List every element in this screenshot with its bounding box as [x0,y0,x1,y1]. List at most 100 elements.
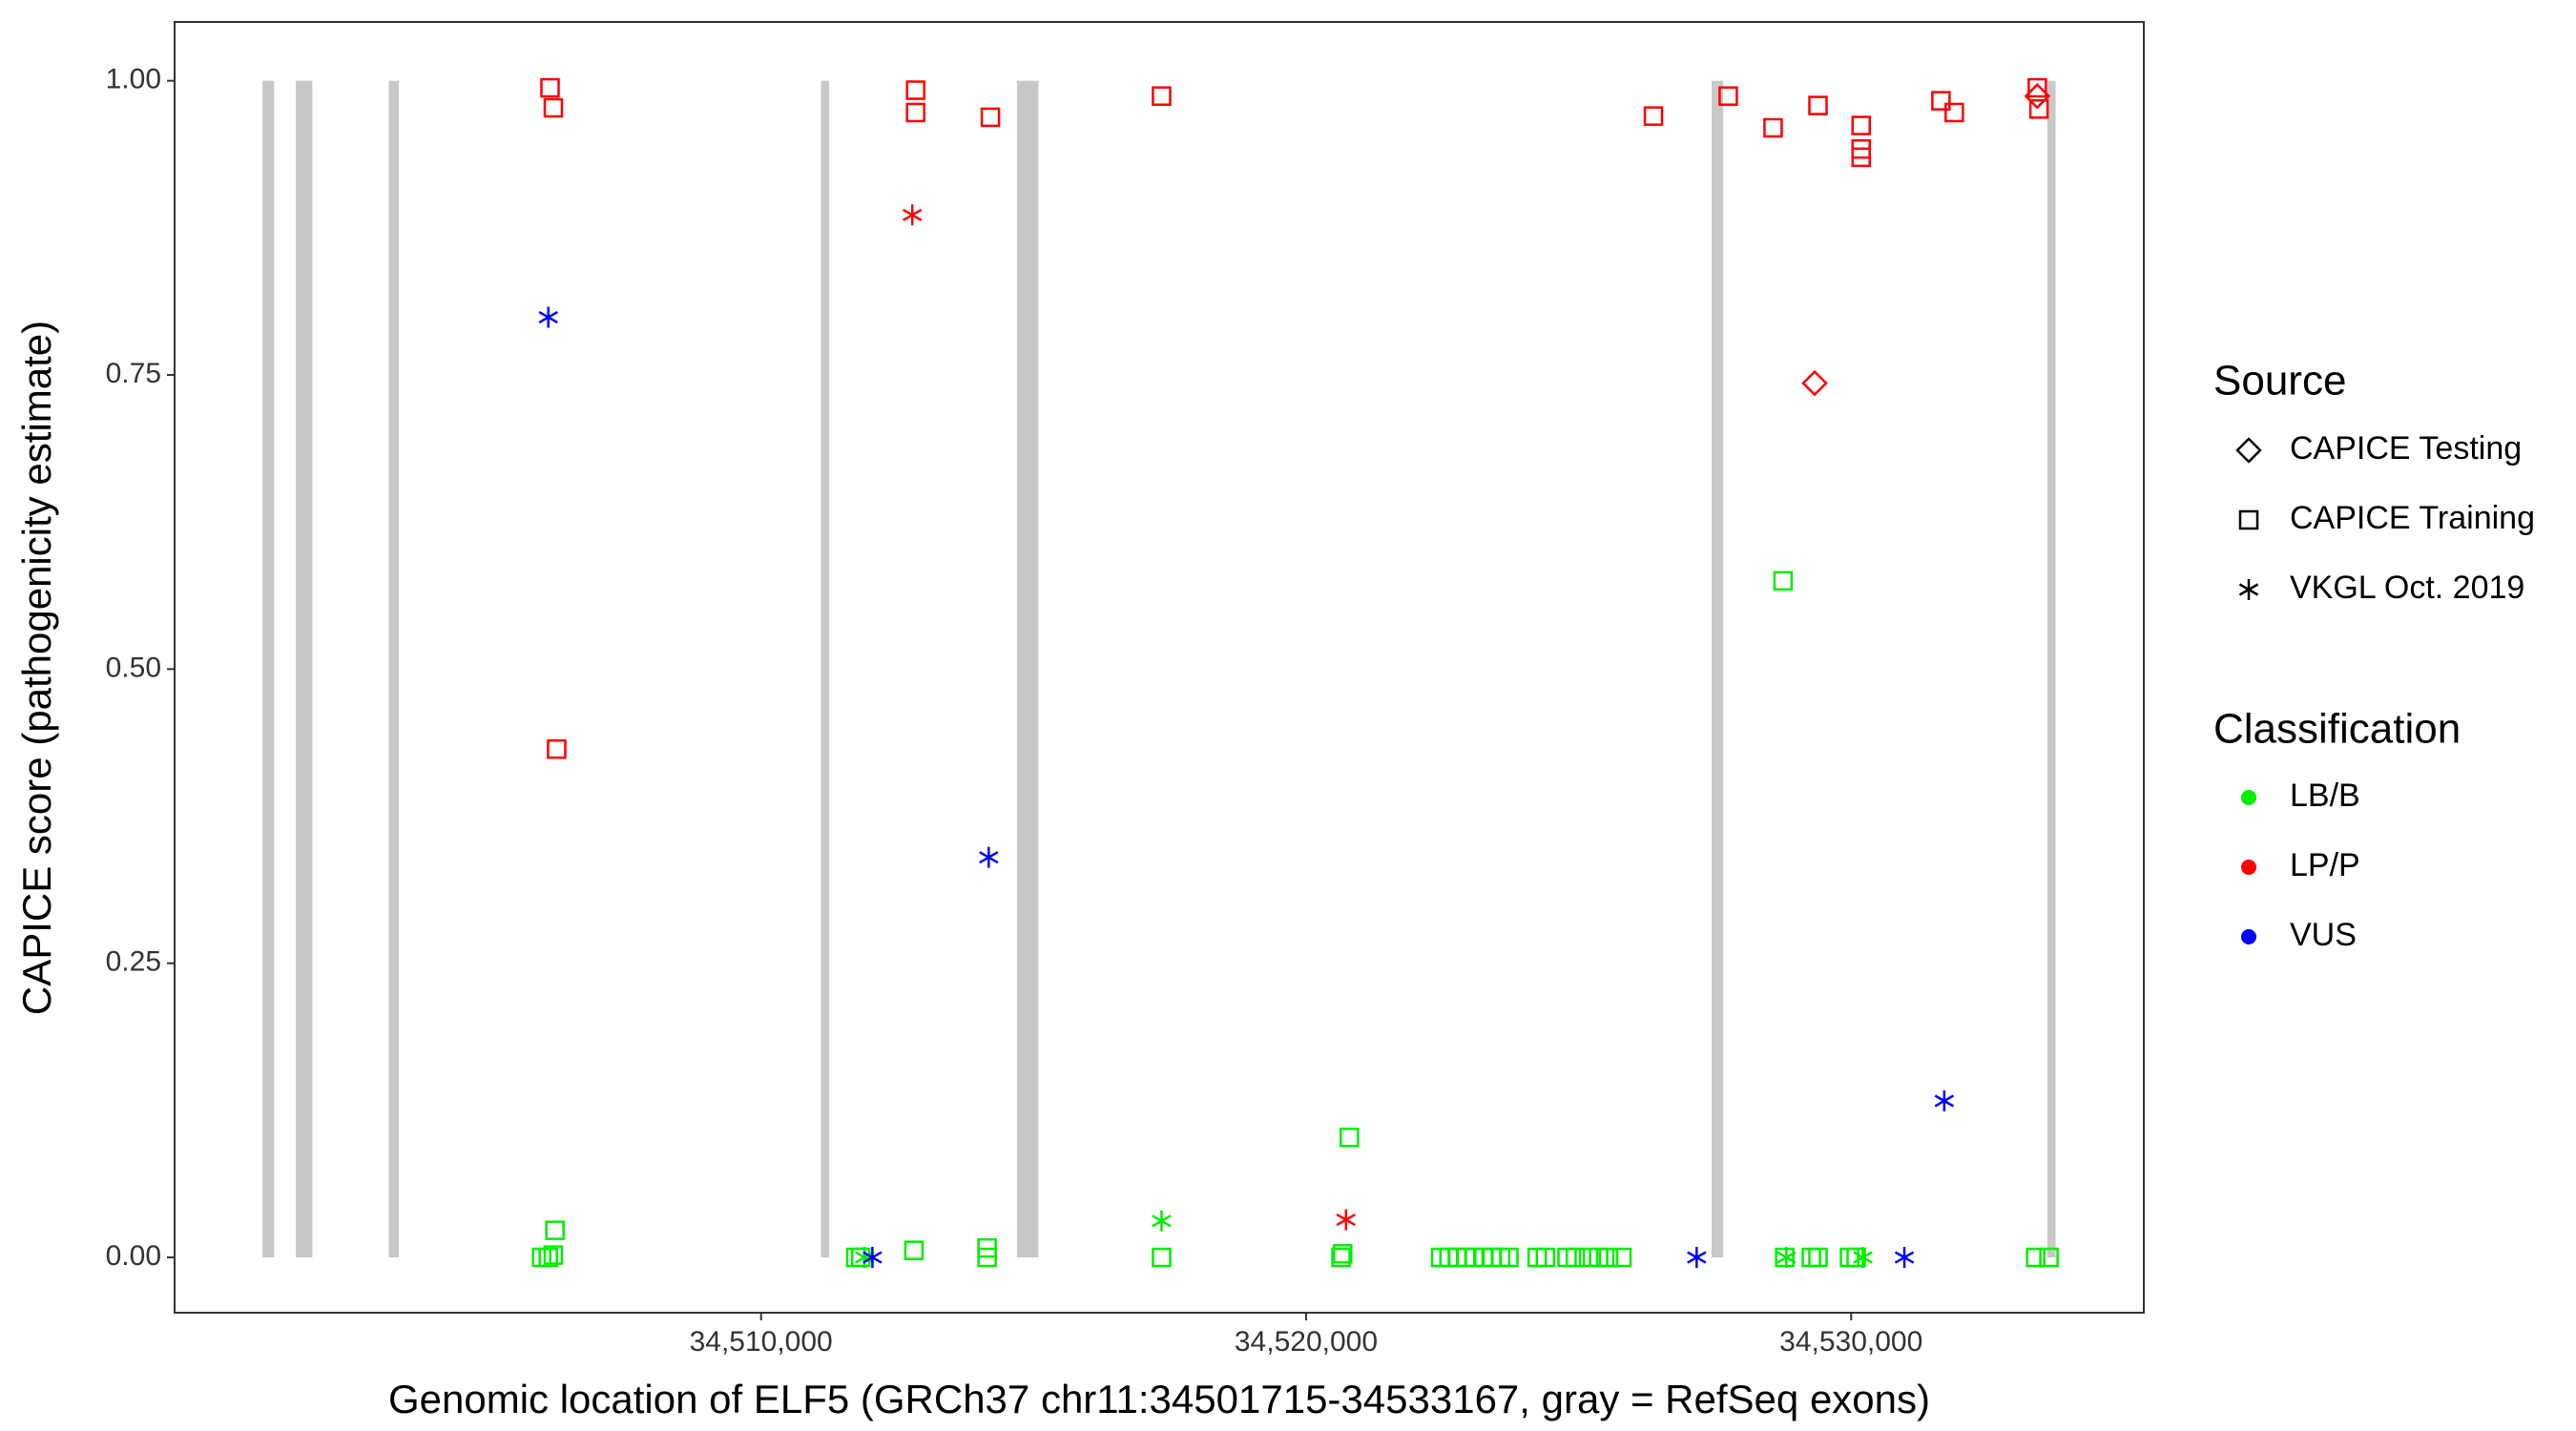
point [1808,1247,1828,1268]
asterisk-stroke [1152,1214,1172,1228]
point [1589,1247,1609,1268]
point [1776,1247,1797,1269]
point [905,80,925,100]
point [1565,1247,1586,1268]
legend-label: CAPICE Testing [2290,430,2522,467]
exon [2046,80,2056,1258]
point [1773,570,1794,591]
point [1853,1247,1873,1269]
point [2027,77,2047,98]
asterisk-stroke [1776,1251,1797,1264]
legend-label: LP/P [2290,847,2360,883]
point [1934,1089,1955,1111]
exon [295,80,313,1258]
legend-title: Source [2213,358,2346,404]
legend-key [2235,437,2262,464]
asterisk-stroke [903,208,923,221]
exon [1016,80,1039,1258]
point [543,97,564,118]
legend-title: Classification [2213,706,2461,753]
point [1611,1247,1632,1268]
point [538,306,558,328]
asterisk-stroke [538,310,558,324]
point [1944,102,1964,123]
plot-border [174,21,2145,1314]
point [845,1247,866,1268]
asterisk-stroke [1853,1251,1873,1264]
y-tick-label: 0.75 [106,358,161,389]
asterisk-stroke [1336,1213,1356,1227]
legend-label: VKGL Oct. 2019 [2290,570,2524,606]
legend-key [2241,860,2256,875]
point [2028,99,2049,119]
exon [1711,80,1724,1258]
asterisk-stroke [855,1251,875,1264]
point [1598,1247,1619,1268]
point [1340,1127,1360,1148]
y-tick-label: 0.50 [106,652,161,683]
point [1333,1244,1353,1264]
point [1839,1247,1859,1268]
point [1894,1247,1915,1269]
point [1578,1247,1599,1268]
legend-key [2238,509,2259,530]
exon [388,80,399,1258]
point [1931,91,1951,111]
point [1152,1210,1172,1232]
y-axis-title: CAPICE score (pathogenicity estimate) [14,321,59,1015]
point [1687,1247,1707,1269]
point [903,204,923,226]
asterisk-stroke [1894,1251,1915,1264]
point [543,1245,564,1265]
y-tick-label: 0.25 [106,946,161,978]
legend-label: VUS [2290,917,2357,953]
point [850,1247,871,1268]
legend-label: CAPICE Training [2290,500,2535,536]
point [1718,86,1738,106]
point [855,1247,875,1269]
point [1152,1247,1172,1268]
point [979,846,999,868]
legend-label: LB/B [2290,778,2360,814]
point [1801,1247,1821,1268]
asterisk-stroke [2238,583,2259,596]
exon [821,80,830,1258]
point [1336,1209,1356,1231]
point [1851,115,1871,135]
x-tick-label: 34,530,000 [1779,1326,1922,1358]
asterisk-stroke [862,1251,883,1264]
point [1535,1247,1556,1268]
point [977,1247,997,1268]
point [905,102,925,123]
point [540,77,560,98]
point [547,738,567,759]
point [2025,1247,2046,1268]
point [904,1240,924,1260]
legend-key [2241,929,2256,944]
point [1775,1247,1795,1268]
point [1808,95,1828,115]
y-tick-label: 1.00 [106,64,161,95]
point [1643,106,1664,126]
point [980,107,1001,128]
point [1331,1247,1351,1268]
legend-key [2241,790,2256,805]
point [1801,369,1828,397]
point [545,1220,565,1240]
asterisk-stroke [1687,1251,1707,1264]
y-tick-label: 0.00 [106,1240,161,1272]
x-tick-label: 34,520,000 [1235,1326,1378,1358]
point [1499,1247,1519,1268]
legend-key [2238,579,2259,600]
asterisk-stroke [1934,1094,1955,1108]
asterisk-stroke [979,851,999,864]
point [1763,117,1783,138]
point [538,1247,558,1268]
exon [262,80,275,1258]
point [862,1247,883,1269]
x-axis-title: Genomic location of ELF5 (GRCh37 chr11:3… [388,1377,1930,1421]
point [2039,1247,2059,1268]
point [1152,86,1172,106]
point [1851,147,1871,168]
